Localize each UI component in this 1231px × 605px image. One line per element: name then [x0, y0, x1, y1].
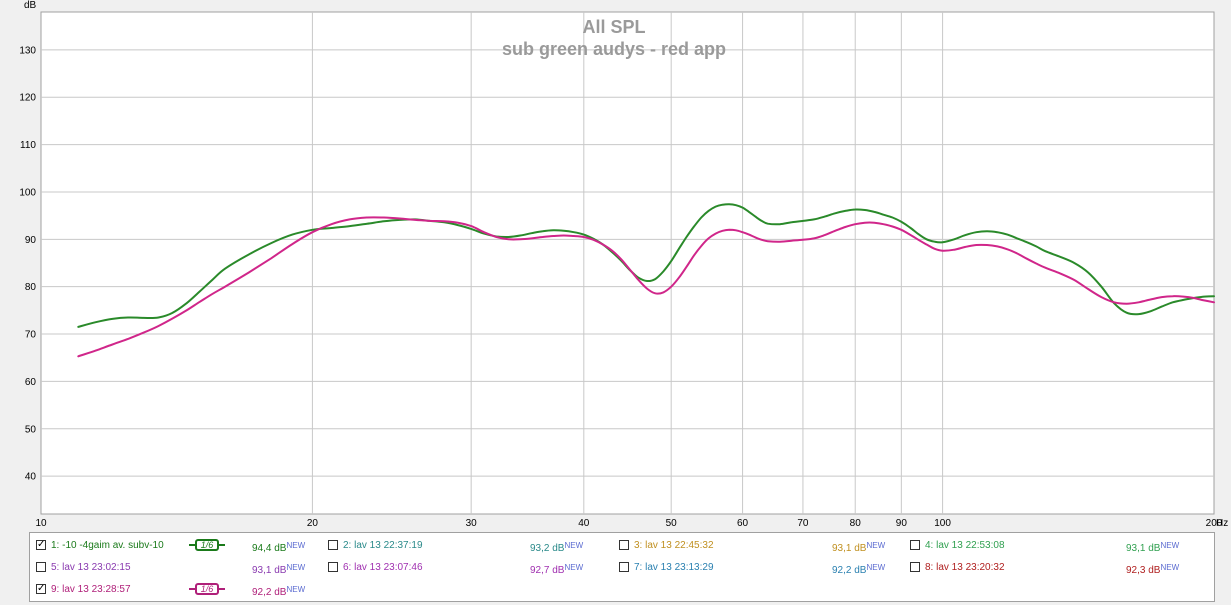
- legend-item-3[interactable]: 3: lav 13 22:45:32 93,1 dBNEW: [619, 539, 899, 554]
- chart-subtitle: sub green audys - red app: [502, 39, 726, 59]
- checkbox-8[interactable]: [910, 562, 920, 572]
- y-tick-label: 60: [25, 377, 37, 388]
- legend-value-8: 92,3 dBNEW: [1126, 563, 1180, 576]
- x-tick-label: 80: [850, 518, 862, 529]
- grid-lines: [41, 12, 1214, 514]
- checkbox-1[interactable]: ✓: [36, 539, 46, 550]
- legend-item-6[interactable]: 6: lav 13 23:07:46 92,7 dBNEW: [328, 561, 608, 576]
- y-tick-label: 130: [19, 45, 36, 56]
- legend-item-5[interactable]: 5: lav 13 23:02:15 93,1 dBNEW: [36, 561, 326, 576]
- x-tick-label: 30: [466, 518, 478, 529]
- legend-item-4[interactable]: 4: lav 13 22:53:08 93,1 dBNEW: [910, 539, 1190, 554]
- checkbox-7[interactable]: [619, 562, 629, 572]
- legend-label-9: 9: lav 13 23:28:57: [51, 584, 131, 595]
- y-tick-label: 100: [19, 187, 36, 198]
- x-tick-label: 70: [797, 518, 809, 529]
- y-tick-label: 40: [25, 472, 37, 483]
- checkbox-9[interactable]: ✓: [36, 583, 46, 594]
- y-tick-label: 50: [25, 424, 37, 435]
- legend-label-3: 3: lav 13 22:45:32: [634, 540, 714, 551]
- x-tick-label: 60: [737, 518, 749, 529]
- spl-chart: 40 50 60 70 80 90 100 110 120 130 10 20 30 40 50 60 70 80…: [19, 0, 1228, 529]
- y-tick-label: 110: [20, 140, 36, 151]
- plot-area: [40, 11, 1215, 515]
- x-tick-label: 50: [666, 518, 678, 529]
- y-tick-label: 120: [19, 93, 36, 104]
- series-line-1: [77, 203, 1215, 328]
- y-axis-unit: dB: [24, 0, 37, 11]
- checkbox-4[interactable]: [910, 540, 920, 550]
- x-tick-label: 100: [934, 518, 951, 529]
- legend-label-1: 1: -10 -4gaim av. subv-10: [51, 540, 164, 551]
- checkbox-3[interactable]: [619, 540, 629, 550]
- tick-labels: 40 50 60 70 80 90 100 110 120 130 10 20 30 40 50 60 70 80…: [19, 45, 1222, 529]
- legend-value-3: 93,1 dBNEW: [832, 541, 886, 554]
- y-tick-label: 80: [25, 282, 37, 293]
- legend-item-8[interactable]: 8: lav 13 23:20:32 92,3 dBNEW: [910, 561, 1190, 576]
- checkbox-6[interactable]: [328, 562, 338, 572]
- legend-value-7: 92,2 dBNEW: [832, 563, 886, 576]
- smoothing-badge-9[interactable]: 1/6: [189, 583, 225, 595]
- smoothing-badge-1[interactable]: 1/6: [189, 539, 225, 551]
- legend-item-7[interactable]: 7: lav 13 23:13:29 92,2 dBNEW: [619, 561, 899, 576]
- chart-title: All SPL: [582, 17, 645, 37]
- checkbox-5[interactable]: [36, 562, 46, 572]
- legend-label-4: 4: lav 13 22:53:08: [925, 540, 1005, 551]
- legend-label-5: 5: lav 13 23:02:15: [51, 562, 131, 573]
- checkbox-2[interactable]: [328, 540, 338, 550]
- x-tick-label: 20: [307, 518, 319, 529]
- legend-value-4: 93,1 dBNEW: [1126, 541, 1180, 554]
- legend-label-7: 7: lav 13 23:13:29: [634, 562, 714, 573]
- y-tick-label: 90: [25, 235, 37, 246]
- x-tick-label: 40: [578, 518, 590, 529]
- y-tick-label: 70: [25, 330, 37, 341]
- legend-item-1[interactable]: ✓ 1: -10 -4gaim av. subv-10 1/6 94,4 dBN…: [36, 539, 326, 554]
- legend-value-2: 93,2 dBNEW: [530, 541, 584, 554]
- legend-value-5: 93,1 dBNEW: [252, 563, 306, 576]
- series-lines: [77, 203, 1215, 358]
- legend-label-8: 8: lav 13 23:20:32: [925, 562, 1005, 573]
- legend-label-2: 2: lav 13 22:37:19: [343, 540, 423, 551]
- legend-value-6: 92,7 dBNEW: [530, 563, 584, 576]
- legend-panel: ✓ 1: -10 -4gaim av. subv-10 1/6 94,4 dBN…: [29, 532, 1215, 602]
- legend-item-9[interactable]: ✓ 9: lav 13 23:28:57 1/6 92,2 dBNEW: [36, 583, 326, 598]
- x-tick-label: 90: [896, 518, 908, 529]
- legend-label-6: 6: lav 13 23:07:46: [343, 562, 423, 573]
- x-axis-unit: Hz: [1216, 518, 1228, 529]
- legend-item-2[interactable]: 2: lav 13 22:37:19 93,2 dBNEW: [328, 539, 608, 554]
- legend-value-1: 94,4 dBNEW: [252, 541, 306, 554]
- x-tick-label: 200: [1206, 518, 1223, 529]
- legend-value-9: 92,2 dBNEW: [252, 585, 306, 598]
- series-line-2: [77, 216, 1215, 358]
- x-tick-label: 10: [35, 518, 47, 529]
